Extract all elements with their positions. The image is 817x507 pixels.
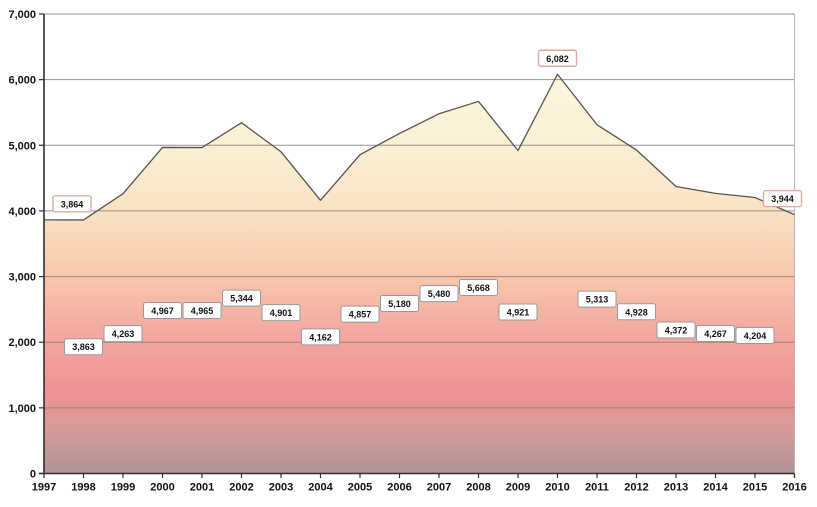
data-label-box <box>182 302 222 320</box>
area-fill <box>44 74 795 474</box>
x-axis-label: 2002 <box>229 482 253 494</box>
data-label-box <box>380 294 419 312</box>
data-label-box <box>577 290 617 308</box>
data-label: 5,480 <box>419 285 459 303</box>
data-label-value: 4,928 <box>625 307 648 317</box>
data-label-value: 4,263 <box>112 329 135 339</box>
x-axis-label: 2005 <box>348 482 372 494</box>
data-label-value: 3,864 <box>61 199 84 209</box>
data-label-value: 5,668 <box>467 283 490 293</box>
data-label-value: 4,901 <box>270 308 293 318</box>
data-label-highlight: 6,082 <box>537 49 578 67</box>
data-label-highlight: 3,944 <box>762 189 803 208</box>
data-label: 4,267 <box>696 324 735 342</box>
data-label-box <box>222 289 261 307</box>
x-axis-label: 2004 <box>308 482 333 494</box>
data-label: 4,967 <box>143 301 182 319</box>
data-label-value: 5,344 <box>230 294 253 304</box>
data-label-value: 4,921 <box>507 307 530 317</box>
data-label-box <box>537 49 578 67</box>
data-label: 4,965 <box>182 302 222 320</box>
x-axis-label: 2006 <box>387 482 411 494</box>
data-label-box <box>735 327 775 345</box>
data-label: 4,372 <box>656 321 696 339</box>
data-label-box <box>498 303 538 321</box>
data-label-box <box>103 325 143 343</box>
data-label-box <box>656 321 696 339</box>
data-label-value: 3,863 <box>72 342 95 352</box>
data-label: 4,901 <box>261 304 301 322</box>
x-axis-label: 2001 <box>190 482 214 494</box>
data-label-box <box>340 305 380 323</box>
x-axis-label: 2015 <box>743 482 767 494</box>
x-axis-label: 2016 <box>782 482 806 494</box>
y-axis-label: 0 <box>30 469 36 481</box>
y-axis-label: 5,000 <box>8 140 36 152</box>
data-label-box <box>64 338 103 356</box>
data-label: 4,857 <box>340 305 380 323</box>
data-label-value: 4,857 <box>349 310 372 320</box>
data-label: 3,863 <box>64 338 103 356</box>
data-label: 4,263 <box>103 325 143 343</box>
data-label-box <box>143 301 182 319</box>
x-axis-label: 1998 <box>71 482 95 494</box>
data-label-box <box>301 328 340 346</box>
x-axis-label: 2014 <box>703 482 728 494</box>
x-axis-label: 1999 <box>111 482 135 494</box>
y-axis-label: 2,000 <box>8 337 36 349</box>
series-line <box>43 73 795 221</box>
y-axis-label: 1,000 <box>8 403 36 415</box>
data-label-highlight: 3,864 <box>52 195 92 213</box>
x-axis-label: 2011 <box>585 482 609 494</box>
x-axis-label: 2010 <box>545 482 569 494</box>
data-label-box <box>459 278 498 296</box>
data-label-value: 5,313 <box>586 295 609 305</box>
data-labels: 3,864 3,863 4,263 4,967 4,965 5,344 4,901 4,162… <box>52 49 803 356</box>
data-label-value: 4,267 <box>704 329 727 339</box>
data-label: 5,180 <box>380 294 419 312</box>
gridlines <box>44 13 795 409</box>
x-axis-label: 1997 <box>32 482 56 494</box>
data-label-box <box>762 189 803 208</box>
data-label: 5,344 <box>222 289 261 307</box>
x-axis-label: 2000 <box>150 482 174 494</box>
data-label-value: 4,967 <box>151 306 174 316</box>
y-axis-label: 6,000 <box>8 75 36 87</box>
data-label-value: 4,162 <box>309 332 332 342</box>
data-label-value: 3,944 <box>771 194 794 204</box>
data-label: 5,313 <box>577 290 617 308</box>
data-label-box <box>617 303 656 321</box>
axes <box>39 13 796 478</box>
data-label-value: 4,372 <box>665 326 688 336</box>
data-label: 4,204 <box>735 327 775 345</box>
y-axis-label: 7,000 <box>8 9 36 21</box>
data-label-value: 5,480 <box>428 289 451 299</box>
data-label: 4,921 <box>498 303 538 321</box>
x-axis-label: 2009 <box>506 482 530 494</box>
x-axis-label: 2007 <box>427 482 451 494</box>
x-axis-label: 2003 <box>269 482 293 494</box>
x-axis-label: 2008 <box>466 482 490 494</box>
data-label-value: 4,965 <box>191 306 214 316</box>
data-label-value: 6,082 <box>546 54 569 64</box>
data-label: 4,162 <box>301 328 340 346</box>
data-label-value: 4,204 <box>744 331 767 341</box>
data-label-box <box>696 324 735 342</box>
data-label-box <box>419 285 459 303</box>
data-label-box <box>52 195 92 213</box>
data-label-box <box>261 304 301 322</box>
x-axis-label: 2013 <box>664 482 688 494</box>
x-axis-label: 2012 <box>624 482 648 494</box>
data-label: 4,928 <box>617 303 656 321</box>
data-label: 5,668 <box>459 278 498 296</box>
y-axis-label: 4,000 <box>8 206 36 218</box>
data-label-value: 5,180 <box>388 299 411 309</box>
y-axis-label: 3,000 <box>8 272 36 284</box>
